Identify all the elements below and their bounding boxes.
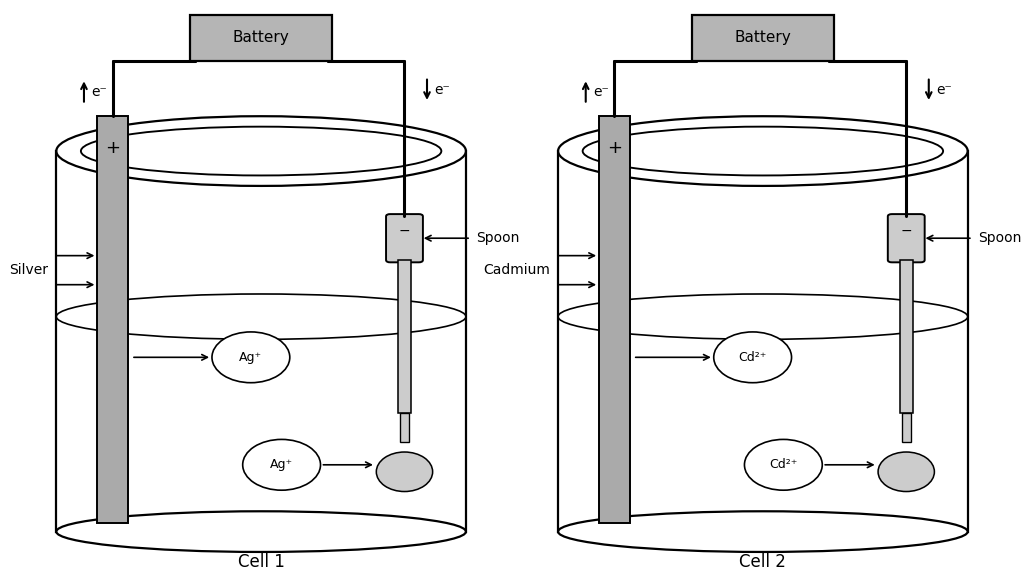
Text: e⁻: e⁻ — [593, 84, 609, 99]
Ellipse shape — [243, 439, 321, 490]
Ellipse shape — [212, 332, 290, 383]
Text: e⁻: e⁻ — [91, 84, 108, 99]
FancyBboxPatch shape — [888, 214, 925, 263]
Text: Cd²⁺: Cd²⁺ — [769, 458, 798, 471]
Bar — [599, 116, 630, 523]
Text: e⁻: e⁻ — [434, 83, 451, 97]
Text: −: − — [398, 224, 411, 238]
Text: Silver: Silver — [9, 263, 48, 277]
Bar — [399, 413, 410, 442]
Text: Cell 1: Cell 1 — [238, 553, 285, 571]
Text: Ag⁺: Ag⁺ — [270, 458, 293, 471]
Bar — [902, 413, 911, 442]
Text: Battery: Battery — [232, 30, 290, 45]
Bar — [97, 116, 128, 523]
Text: Ag⁺: Ag⁺ — [240, 351, 262, 364]
FancyBboxPatch shape — [386, 214, 423, 263]
Text: +: + — [105, 139, 120, 157]
Text: −: − — [900, 224, 912, 238]
Bar — [900, 260, 913, 413]
Text: e⁻: e⁻ — [936, 83, 952, 97]
Ellipse shape — [878, 452, 934, 492]
FancyBboxPatch shape — [190, 15, 332, 61]
Text: Cell 2: Cell 2 — [739, 553, 786, 571]
Bar — [397, 260, 412, 413]
Text: Cadmium: Cadmium — [483, 263, 550, 277]
Text: Spoon: Spoon — [978, 231, 1021, 245]
Text: +: + — [607, 139, 622, 157]
Ellipse shape — [744, 439, 822, 490]
Text: Battery: Battery — [734, 30, 792, 45]
Ellipse shape — [376, 452, 433, 492]
FancyBboxPatch shape — [692, 15, 834, 61]
Text: Cd²⁺: Cd²⁺ — [738, 351, 767, 364]
Text: Spoon: Spoon — [476, 231, 519, 245]
Ellipse shape — [714, 332, 792, 383]
